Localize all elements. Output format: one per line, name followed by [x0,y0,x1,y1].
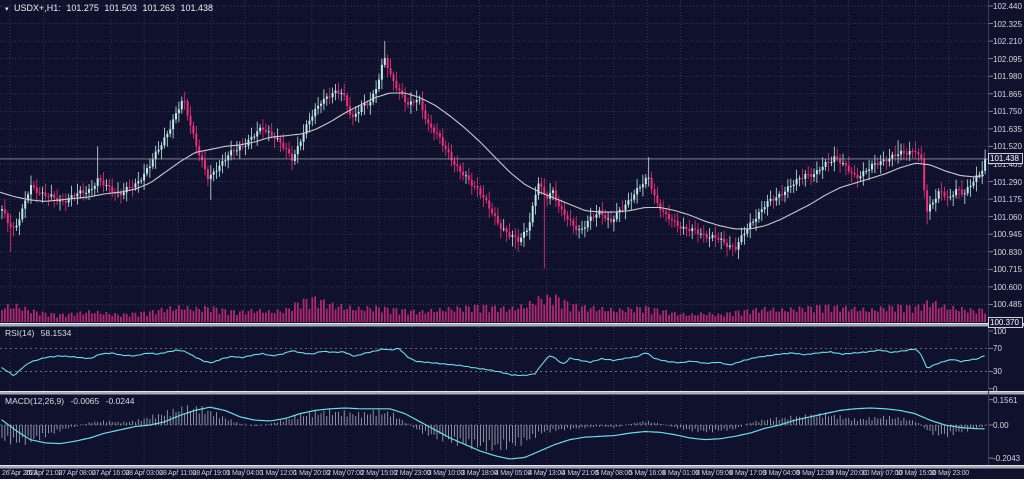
time-axis-label: 10 May 15:00 [895,470,936,477]
macd-axis-label: 0.00 [993,421,1009,430]
time-axis-label: 28 Apr 03:00 [125,470,163,477]
time-axis-label: 2 May 07:00 [327,470,364,477]
macd-indicator-label: MACD(12,26,9) -0.0065 -0.0244 [5,396,139,406]
macd-value-main: -0.0065 [70,396,100,406]
price-axis-label: 101.980 [993,72,1022,82]
time-axis-label: 2 May 15:00 [360,470,398,477]
time-axis-label: 27 Apr 08:00 [58,470,96,477]
time-axis-label: 4 May 05:00 [494,470,532,477]
time-axis-label: 4 May 21:00 [561,470,599,477]
price-axis-label: 100.715 [993,265,1022,275]
rsi-name: RSI(14) [5,328,35,338]
price-axis-label: 101.635 [993,124,1022,134]
time-axis-label: 8 May 09:00 [696,470,733,477]
time-axis-label: 3 May 10:00 [427,470,465,477]
macd-value-signal: -0.0244 [105,396,135,406]
price-axis-label: 101.060 [993,212,1022,222]
price-axis-label: 101.290 [993,177,1022,187]
time-axis-label: 26 Apr 21:00 [24,470,63,477]
current-price-tag: 101.438 [988,153,1023,164]
rsi-axis-label: 70 [993,344,1002,354]
price-axis-label: 102.325 [993,19,1022,29]
time-axis-label: 5 May 16:00 [629,470,666,477]
rsi-indicator-label: RSI(14) 58.1534 [5,328,75,338]
rsi-axis-label: 100 [993,327,1007,336]
price-axis-label: 100.945 [993,230,1022,240]
ohlc-high: 101.503 [104,3,137,13]
price-axis-label: 100.830 [993,247,1022,257]
price-axis-label: 102.210 [993,37,1022,47]
time-axis-label: 1 May 12:00 [260,470,297,477]
price-axis-label: 102.440 [993,2,1022,11]
time-axis-label: 10 May 07:00 [861,470,902,477]
ohlc-open: 101.275 [66,3,99,13]
price-axis-label: 100.485 [993,300,1022,310]
time-axis-label: 1 May 04:00 [226,470,264,477]
time-axis-label: 5 May 08:00 [595,470,632,477]
floor-price-tag: 100.370 [988,317,1023,328]
price-axis-label: 102.095 [993,54,1022,64]
time-axis-label: 9 May 04:00 [763,470,800,477]
time-axis-label: 3 May 18:00 [461,470,498,477]
macd-axis-label: 0.1561 [993,396,1018,405]
time-axis-label: 28 Apr 19:00 [192,470,231,477]
rsi-axis-label: 0 [993,384,998,394]
rsi-value: 58.1534 [40,328,72,338]
time-axis-label: 28 Apr 11:00 [159,470,197,477]
time-axis-label: 4 May 13:00 [528,470,565,477]
price-axis-label: 101.865 [993,89,1022,99]
time-axis-label: 1 May 20:00 [293,470,331,477]
time-axis-label: 2 May 23:00 [394,470,431,477]
macd-axis-label: -0.2043 [993,454,1021,464]
ohlc-low: 101.263 [142,3,175,13]
time-axis-label: 27 Apr 16:00 [91,470,130,477]
time-axis-label: 10 May 23:00 [928,470,970,477]
price-axis-label: 101.750 [993,107,1022,117]
price-axis-label: 101.175 [993,195,1022,205]
time-axis-label: 8 May 01:00 [662,470,700,477]
time-axis-label: 8 May 17:00 [729,470,767,477]
time-axis-label: 9 May 20:00 [830,470,867,477]
time-axis-label: 26 Apr 2023 [2,470,38,477]
macd-name: MACD(12,26,9) [5,396,65,406]
symbol-timeframe-label: USDX+,H1: [14,3,61,13]
time-axis-label: 9 May 12:00 [796,470,834,477]
price-axis-label: 101.405 [993,160,1022,169]
symbol-dropdown-icon[interactable]: ▾ [5,6,9,13]
price-axis-label: 101.520 [993,142,1022,152]
price-axis-label: 100.600 [993,282,1022,292]
rsi-axis-label: 30 [993,367,1002,377]
chart-header: ▾ USDX+,H1: 101.275 101.503 101.263 101.… [5,3,216,13]
ohlc-close: 101.438 [180,3,214,13]
